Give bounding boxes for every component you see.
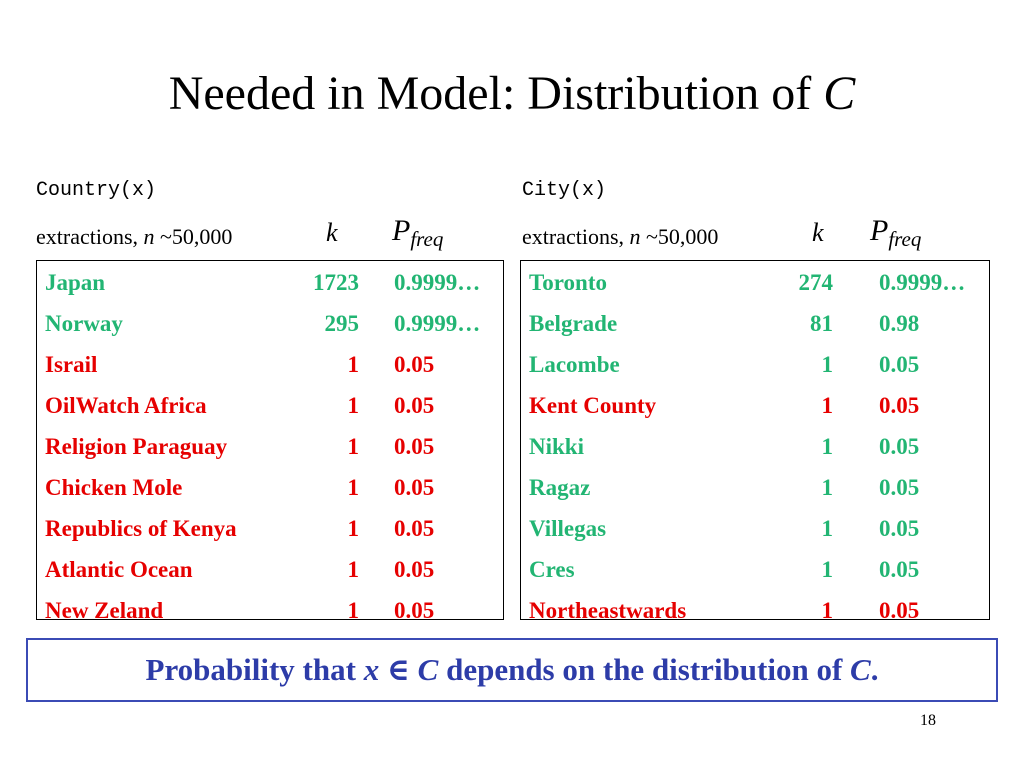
city-pfreq-cell: 0.05 [879,557,920,582]
city-table-row: Kent County 1 0.05 [521,386,989,426]
city-name-cell: Villegas [529,516,607,541]
country-k-cell: 1 [347,434,360,459]
country-name-cell: Republics of Kenya [45,516,237,541]
country-table-row: Israil 1 0.05 [37,345,503,385]
city-table-row: Northeastwards 1 0.05 [521,591,989,631]
country-table-row: Republics of Kenya 1 0.05 [37,509,503,549]
city-extractions-label: extractions, n ~50,000 [522,224,719,249]
country-k-cell: 1 [347,393,360,418]
city-table-row: Belgrade 81 0.98 [521,304,989,344]
country-pfreq-cell: 0.9999… [394,270,481,295]
title-variable: C [823,67,856,120]
country-k-cell: 295 [324,311,360,336]
country-k-cell: 1723 [313,270,359,295]
country-k-cell: 1 [347,516,360,541]
country-k-cell: 1 [347,557,360,582]
country-table-row: New Zeland 1 0.05 [37,591,503,631]
city-pfreq-cell: 0.98 [879,311,920,336]
city-pfreq-cell: 0.05 [879,393,920,418]
country-name-cell: Chicken Mole [45,475,183,500]
city-table-row: Villegas 1 0.05 [521,509,989,549]
city-name-cell: Lacombe [529,352,620,377]
country-table-row: Norway 295 0.9999… [37,304,503,344]
city-table: Toronto 274 0.9999… Belgrade 81 0.98 Lacombe 1 0… [520,260,990,623]
city-name-cell: Northeastwards [529,598,687,623]
country-name-cell: Religion Paraguay [45,434,228,459]
country-table-row: Chicken Mole 1 0.05 [37,468,503,508]
city-table-row: Toronto 274 0.9999… [521,263,989,303]
country-name-cell: Israil [45,352,98,377]
country-table-row: OilWatch Africa 1 0.05 [37,386,503,426]
city-pfreq-cell: 0.05 [879,434,920,459]
country-pfreq-cell: 0.05 [394,475,435,500]
city-pfreq-cell: 0.05 [879,516,920,541]
country-pfreq-cell: 0.05 [394,557,435,582]
city-table-row: Lacombe 1 0.05 [521,345,989,385]
country-function-label: Country(x) [36,179,157,202]
city-header-row: extractions, n ~50,000 k Pfreq [522,206,992,251]
city-k-cell: 81 [810,311,833,336]
country-k-header: k [326,218,338,247]
country-p-header: Pfreq [392,214,444,251]
country-panel: Country(x) extractions, n ~50,000 k Pfre… [36,178,506,623]
country-name-cell: Atlantic Ocean [45,557,193,582]
city-function-label: City(x) [522,179,607,202]
country-pfreq-cell: 0.05 [394,393,435,418]
city-name-cell: Toronto [529,270,607,295]
city-panel: City(x) extractions, n ~50,000 k Pfreq T… [520,178,992,623]
city-name-cell: Kent County [529,393,657,418]
city-k-cell: 1 [821,598,834,623]
city-table-row: Cres 1 0.05 [521,550,989,590]
page-number: 18 [920,712,936,729]
slide-title: Needed in Model: Distribution of C [0,64,1024,124]
country-extractions-label: extractions, n ~50,000 [36,224,233,249]
country-pfreq-cell: 0.05 [394,516,435,541]
country-k-cell: 1 [347,475,360,500]
country-pfreq-cell: 0.9999… [394,311,481,336]
title-text: Needed in Model: Distribution of [168,67,812,120]
country-name-cell: OilWatch Africa [45,393,207,418]
city-k-cell: 1 [821,393,834,418]
country-name-cell: Norway [45,311,123,336]
probability-callout: Probability that x ∈ C depends on the di… [26,638,998,702]
city-name-cell: Belgrade [529,311,618,336]
city-pfreq-cell: 0.05 [879,475,920,500]
city-k-cell: 274 [798,270,834,295]
city-name-cell: Ragaz [529,475,591,500]
country-pfreq-cell: 0.05 [394,434,435,459]
country-table-row: Atlantic Ocean 1 0.05 [37,550,503,590]
city-pfreq-cell: 0.05 [879,598,920,623]
country-header-row: extractions, n ~50,000 k Pfreq [36,206,506,251]
country-pfreq-cell: 0.05 [394,598,435,623]
country-name-cell: Japan [45,270,106,295]
city-k-cell: 1 [821,352,834,377]
city-k-header: k [812,218,824,247]
city-k-cell: 1 [821,434,834,459]
country-table-row: Japan 1723 0.9999… [37,263,503,303]
country-pfreq-cell: 0.05 [394,352,435,377]
city-name-cell: Cres [529,557,575,582]
country-k-cell: 1 [347,352,360,377]
element-of-symbol: ∈ [386,652,410,687]
country-name-cell: New Zeland [45,598,164,623]
city-pfreq-cell: 0.9999… [879,270,966,295]
country-table-row: Religion Paraguay 1 0.05 [37,427,503,467]
city-p-header: Pfreq [870,214,922,251]
city-k-cell: 1 [821,557,834,582]
city-name-cell: Nikki [529,434,584,459]
city-pfreq-cell: 0.05 [879,352,920,377]
city-k-cell: 1 [821,516,834,541]
city-table-row: Nikki 1 0.05 [521,427,989,467]
country-k-cell: 1 [347,598,360,623]
country-table: Japan 1723 0.9999… Norway 295 0.9999… Israil 1 0… [36,260,504,623]
city-table-row: Ragaz 1 0.05 [521,468,989,508]
city-k-cell: 1 [821,475,834,500]
